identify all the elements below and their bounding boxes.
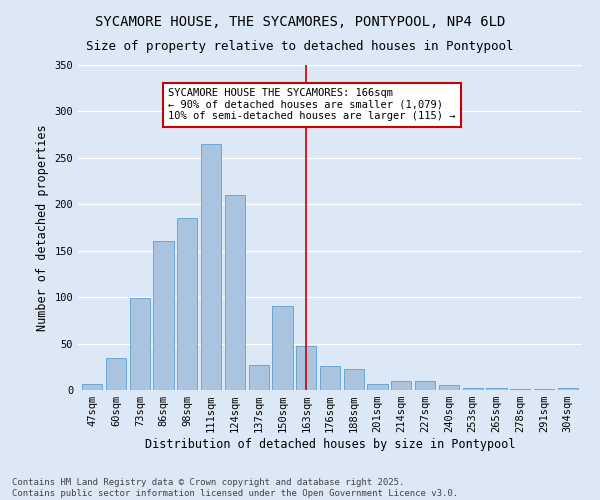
- Bar: [367, 384, 388, 390]
- Y-axis label: Number of detached properties: Number of detached properties: [36, 124, 49, 331]
- Bar: [439, 386, 459, 390]
- Bar: [106, 358, 126, 390]
- Bar: [201, 144, 221, 390]
- Bar: [154, 242, 173, 390]
- Bar: [463, 388, 483, 390]
- Bar: [391, 380, 412, 390]
- Bar: [534, 389, 554, 390]
- Text: Contains HM Land Registry data © Crown copyright and database right 2025.
Contai: Contains HM Land Registry data © Crown c…: [12, 478, 458, 498]
- Text: SYCAMORE HOUSE THE SYCAMORES: 166sqm
← 90% of detached houses are smaller (1,079: SYCAMORE HOUSE THE SYCAMORES: 166sqm ← 9…: [169, 88, 456, 122]
- Bar: [225, 195, 245, 390]
- Bar: [320, 366, 340, 390]
- X-axis label: Distribution of detached houses by size in Pontypool: Distribution of detached houses by size …: [145, 438, 515, 451]
- Text: Size of property relative to detached houses in Pontypool: Size of property relative to detached ho…: [86, 40, 514, 53]
- Bar: [487, 388, 506, 390]
- Bar: [130, 298, 150, 390]
- Bar: [510, 389, 530, 390]
- Bar: [248, 365, 269, 390]
- Bar: [557, 388, 578, 390]
- Bar: [415, 380, 435, 390]
- Bar: [344, 368, 364, 390]
- Bar: [296, 346, 316, 390]
- Bar: [82, 384, 103, 390]
- Bar: [272, 306, 293, 390]
- Text: SYCAMORE HOUSE, THE SYCAMORES, PONTYPOOL, NP4 6LD: SYCAMORE HOUSE, THE SYCAMORES, PONTYPOOL…: [95, 15, 505, 29]
- Bar: [177, 218, 197, 390]
